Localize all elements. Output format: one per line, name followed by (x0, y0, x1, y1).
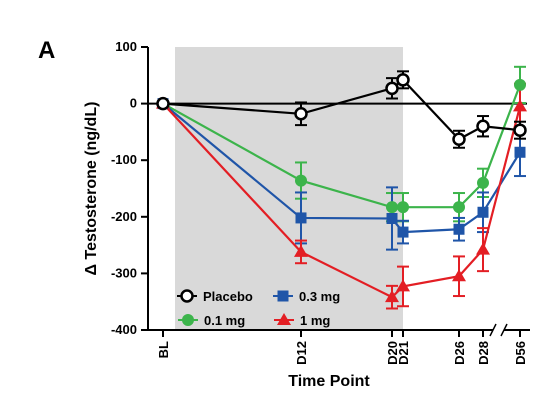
data-point-1 (397, 201, 409, 214)
data-point-0 (452, 132, 466, 147)
legend-label: 0.1 mg (204, 313, 245, 328)
legend-label: 1 mg (300, 313, 330, 328)
x-axis-break-mark (489, 323, 497, 337)
legend-marker (277, 313, 291, 325)
data-point-2 (397, 226, 409, 238)
y-tick-label: 0 (130, 96, 137, 111)
y-tick-label: -400 (111, 322, 137, 337)
data-point-3 (476, 242, 490, 255)
legend-marker (180, 289, 194, 303)
data-point-2 (453, 223, 465, 235)
x-tick-label: D12 (294, 341, 309, 365)
data-point-2 (295, 212, 307, 224)
legend-marker (182, 314, 194, 326)
data-point-2 (386, 212, 398, 224)
legend-label: 0.3 mg (299, 289, 340, 304)
data-point-3 (396, 279, 410, 292)
data-point-3 (385, 290, 399, 303)
x-tick-label: D28 (476, 341, 491, 365)
panel-label: A (38, 37, 55, 64)
x-tick-label: D20 (385, 341, 400, 365)
x-tick-label: D21 (396, 341, 411, 365)
data-point-1 (295, 174, 307, 187)
y-tick-label: -300 (111, 265, 137, 280)
legend: Placebo 0.1 mg 0.3 mg 1 mg (177, 289, 340, 328)
y-tick-label: -200 (111, 209, 137, 224)
data-point-0 (476, 119, 490, 133)
data-point-3 (452, 269, 466, 282)
x-tick-label: D26 (452, 341, 467, 365)
data-point-1 (477, 176, 489, 189)
y-tick-label: -100 (111, 152, 137, 167)
data-point-1 (386, 201, 398, 214)
x-tick-label: BL (156, 341, 171, 358)
data-point-0 (294, 107, 308, 121)
data-point-0 (385, 81, 399, 96)
x-axis-break-mark (500, 323, 508, 337)
y-tick-label: 100 (115, 39, 137, 54)
data-point-3 (294, 244, 308, 257)
legend-label: Placebo (203, 289, 253, 304)
data-point-1 (514, 78, 526, 91)
legend-marker (277, 290, 289, 302)
data-point-0 (396, 73, 410, 87)
data-point-0 (513, 123, 527, 137)
x-tick-label: D56 (513, 341, 528, 365)
x-axis-title: Time Point (288, 373, 370, 390)
data-point-0 (156, 96, 170, 111)
data-point-3 (513, 99, 527, 112)
treatment-shaded-region (175, 47, 403, 330)
data-point-2 (514, 146, 526, 158)
y-axis-title: Δ Testosterone (ng/dL) (83, 102, 100, 276)
data-point-2 (477, 206, 489, 218)
data-point-1 (453, 201, 465, 214)
